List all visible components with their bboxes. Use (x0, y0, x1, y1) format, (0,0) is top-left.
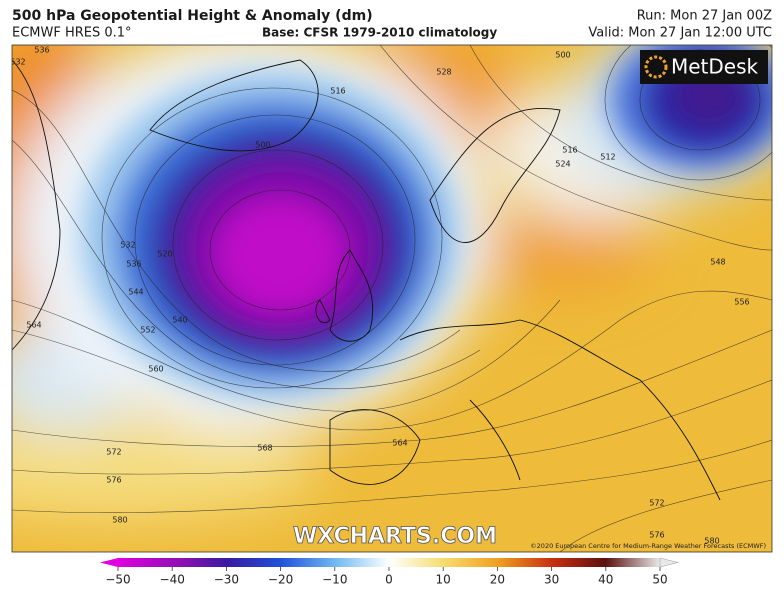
colorbar-tick-label: 20 (490, 573, 505, 587)
colorbar-tick-label: 30 (544, 573, 559, 587)
contour-label: 576 (106, 476, 121, 485)
contour-labels: 516 528 500 500 516 512 524 532 536 520 544 552 540 5… (10, 46, 750, 546)
map: 516 528 500 500 516 512 524 532 536 520 544 552 540 5… (10, 45, 772, 552)
contour-label: 564 (26, 321, 41, 330)
run: Run: Mon 27 Jan 00Z (637, 9, 772, 24)
contour-label: 572 (649, 499, 664, 508)
contour-label: 548 (710, 258, 725, 267)
contour-label: 560 (148, 365, 163, 374)
logo: MetDesk (671, 55, 759, 79)
contour-label: 552 (140, 326, 155, 335)
contour-label: 532 (120, 241, 135, 250)
contour-label: 568 (257, 444, 272, 453)
colorbar-max-arrow (659, 557, 679, 568)
logo-box (640, 50, 768, 84)
contour-label: 516 (330, 87, 345, 96)
coastlines (12, 59, 721, 501)
contour-label: 512 (600, 153, 615, 162)
colorbar-tick-label: 0 (385, 573, 393, 587)
map-frame (11, 44, 773, 553)
contour-label: 528 (436, 68, 451, 77)
contour-label: 576 (649, 531, 664, 540)
valid: Valid: Mon 27 Jan 12:00 UTC (588, 26, 772, 41)
contours (12, 45, 772, 552)
colorbar-tick-label: 40 (598, 573, 613, 587)
contour-label: 500 (555, 51, 570, 60)
colorbar-tick-label: −10 (322, 573, 347, 587)
contour-label: 536 (34, 46, 49, 55)
colorbar-min-arrow (100, 558, 118, 567)
contour-label: 532 (10, 58, 25, 67)
base: Base: CFSR 1979-2010 climatology (262, 26, 497, 40)
colorbar-ramp (118, 558, 660, 567)
contour-label: 540 (172, 316, 187, 325)
logo-icon (644, 55, 668, 79)
contour-label: 500 (255, 141, 270, 150)
copyright: ©2020 European Centre for Medium-Range W… (530, 542, 766, 550)
contour-label: 564 (392, 439, 407, 448)
contour-label: 580 (704, 537, 719, 546)
colorbar-tick-label: −50 (105, 573, 130, 587)
contour-label: 556 (734, 298, 749, 307)
contour-label: 516 (562, 146, 577, 155)
contour-label: 536 (126, 260, 141, 269)
contour-label: 572 (106, 448, 121, 457)
colorbar-tick-label: −20 (268, 573, 293, 587)
contour-label: 580 (112, 516, 127, 525)
watermark: WXCHARTS.COM (293, 524, 497, 549)
contour-label: 520 (157, 250, 172, 259)
title: 500 hPa Geopotential Height & Anomaly (d… (12, 8, 373, 24)
contour-label: 544 (128, 288, 143, 297)
colorbar-tick-label: 50 (652, 573, 667, 587)
colorbar-tick-label: 10 (436, 573, 451, 587)
colorbar-tick-label: −40 (160, 573, 185, 587)
colorbar-tick-label: −30 (214, 573, 239, 587)
colorbar: −50 −40 −30 −20 −10 0 10 20 30 40 50 (100, 557, 679, 587)
contour-label: 524 (555, 160, 570, 169)
model: ECMWF HRES 0.1° (12, 26, 132, 41)
anomaly-core (80, 45, 772, 400)
